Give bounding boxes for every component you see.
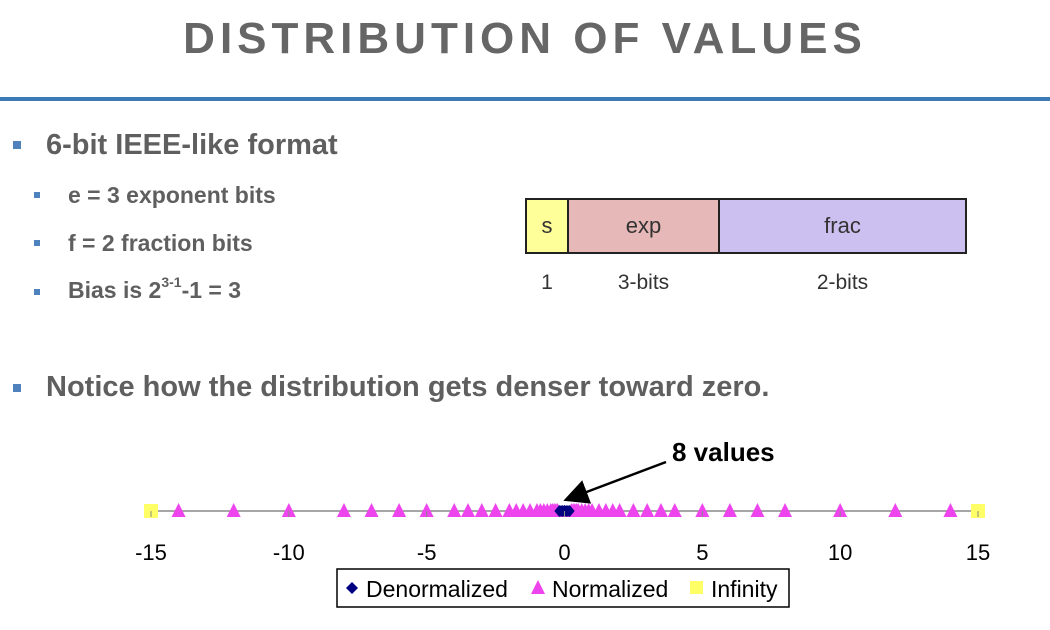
legend-label-infinity: Infinity [711,576,778,602]
bias-prefix: Bias is 2 [68,277,162,303]
x-tick-label: 5 [696,540,708,565]
legend-square-icon [690,581,703,594]
legend-triangle-icon [531,580,545,594]
normalized-point [750,503,765,517]
normalized-point [392,503,407,517]
chart-legend: Denormalized Normalized Infinity [336,568,790,608]
normalized-point [447,503,462,517]
normalized-point [653,503,668,517]
bullet-bias: Bias is 23-1-1 = 3 [68,274,242,304]
normalized-point [474,503,489,517]
normalized-point [667,503,682,517]
normalized-point [943,503,958,517]
normalized-point [722,503,737,517]
legend-diamond-icon [346,582,358,594]
normalized-point [171,503,186,517]
normalized-point [364,503,379,517]
field-frac-box: frac [718,198,967,254]
normalized-point [281,503,296,517]
normalized-point [336,503,351,517]
bullet-exponent-bits: e = 3 exponent bits [68,182,276,208]
field-frac-label: frac [824,213,861,238]
bullet-marker [34,240,40,246]
normalized-point [488,503,503,517]
legend-label-denormalized: Denormalized [366,576,508,602]
field-sign-label: s [541,213,553,238]
field-exp-box: exp [567,198,720,254]
normalized-point [226,503,241,517]
field-sign-bits: 1 [541,271,553,294]
bullet-format: 6-bit IEEE-like format [46,129,338,161]
normalized-point [626,503,641,517]
annotation-arrow [563,460,667,504]
normalized-point [612,503,627,517]
annotation-label: 8 values [672,437,775,467]
bullet-marker [34,289,40,295]
title-divider [0,97,1050,101]
bullet-marker [34,192,40,198]
slide-title: DISTRIBUTION OF VALUES [183,14,867,63]
field-exp-label: exp [625,213,662,238]
legend-label-normalized: Normalized [552,576,668,602]
normalized-point [778,503,793,517]
x-tick-label: -5 [417,540,437,565]
normalized-point [833,503,848,517]
normalized-point [888,503,903,517]
x-tick-label: 15 [966,540,990,565]
bullet-marker [13,141,21,149]
field-frac-bits: 2-bits [816,271,869,294]
denormalized-point [564,505,575,517]
bullet-density-note: Notice how the distribution gets denser … [46,371,770,403]
normalized-point [695,503,710,517]
field-exp-bits: 3-bits [617,271,670,294]
x-tick-label: -15 [135,540,167,565]
x-tick-label: -10 [273,540,305,565]
legend-frame [336,568,790,608]
bullet-marker [13,384,21,392]
normalized-point [640,503,655,517]
normalized-point [461,503,476,517]
normalized-point [419,503,434,517]
bullet-fraction-bits: f = 2 fraction bits [68,230,253,256]
bias-suffix: -1 = 3 [181,277,242,303]
x-tick-label: 10 [828,540,852,565]
bias-exponent: 3-1 [161,274,182,291]
x-tick-label: 0 [558,540,570,565]
